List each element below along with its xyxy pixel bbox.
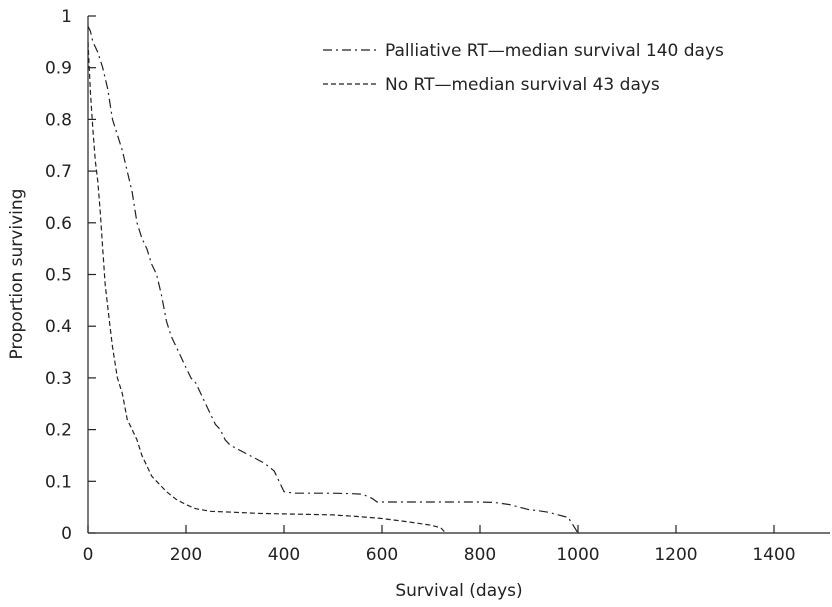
y-tick-label: 0.9 xyxy=(45,59,72,79)
x-tick-label: 1000 xyxy=(556,545,599,565)
y-ticks: 0 0.1 0.2 0.3 0.4 0.5 0.6 0.7 0.8 0.9 1 xyxy=(45,7,96,544)
y-tick-label: 0.1 xyxy=(45,472,72,492)
series-line-palliative-rt xyxy=(87,26,579,534)
x-tick-label: 200 xyxy=(170,545,202,565)
x-tick-label: 800 xyxy=(464,545,496,565)
x-tick-label: 1200 xyxy=(654,545,697,565)
y-axis-title: Proportion surviving xyxy=(7,189,27,360)
series-layer xyxy=(87,26,579,534)
y-tick-label: 0.6 xyxy=(45,214,72,234)
legend-label: Palliative RT—median survival 140 days xyxy=(385,41,724,61)
y-tick-label: 0.7 xyxy=(45,162,72,182)
y-tick-label: 0.4 xyxy=(45,317,72,337)
series-line-no-rt xyxy=(87,41,447,534)
x-tick-label: 600 xyxy=(366,545,398,565)
x-tick-label: 0 xyxy=(83,545,94,565)
y-tick-label: 0.8 xyxy=(45,110,72,130)
legend: Palliative RT—median survival 140 days No… xyxy=(323,41,724,95)
legend-label: No RT—median survival 43 days xyxy=(385,75,660,95)
x-axis-title: Survival (days) xyxy=(395,581,522,601)
y-tick-label: 0.3 xyxy=(45,369,72,389)
y-tick-label: 0 xyxy=(61,524,72,544)
x-tick-label: 400 xyxy=(268,545,300,565)
y-tick-label: 0.5 xyxy=(45,266,72,286)
x-ticks: 0 200 400 600 800 1000 1200 1400 xyxy=(83,525,796,565)
x-tick-label: 1400 xyxy=(752,545,795,565)
y-tick-label: 0.2 xyxy=(45,421,72,441)
y-tick-label: 1 xyxy=(61,7,72,27)
